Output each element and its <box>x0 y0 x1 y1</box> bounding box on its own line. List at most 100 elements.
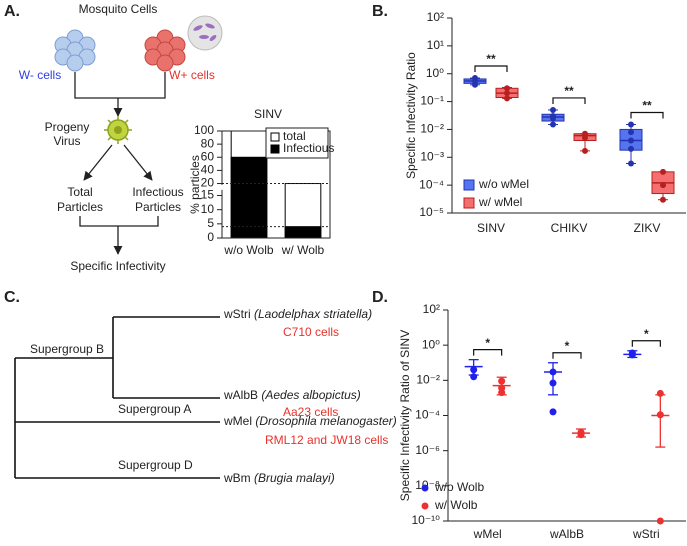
data-point <box>660 196 666 203</box>
bar <box>284 226 322 239</box>
data-point <box>660 168 666 175</box>
strain-label: wAlbB (Aedes albopictus) <box>223 388 361 402</box>
data-point <box>504 95 510 102</box>
strain-name: wMel <box>223 414 252 428</box>
specific-infectivity-label: Specific Infectivity <box>70 259 165 273</box>
y-tick-label: 10⁻⁶ <box>415 443 440 457</box>
y-tick-label: 10⁻¹ <box>420 94 444 108</box>
y-tick-label: 40 <box>201 163 215 177</box>
data-point <box>628 145 634 152</box>
data-point <box>582 147 588 154</box>
significance-label: * <box>485 336 490 350</box>
legend-label: w/o Wolb <box>434 480 484 494</box>
y-tick-label: 15 <box>201 188 215 202</box>
panel-label: D. <box>372 289 388 306</box>
significance-label: ** <box>486 52 496 66</box>
progeny-virus-label: Virus <box>53 134 80 148</box>
significance-label: * <box>644 327 649 341</box>
x-tick-label: CHIKV <box>551 221 588 235</box>
x-tick-label: wAlbB <box>549 527 584 541</box>
w-minus-cells-icon <box>54 29 96 72</box>
significance-bracket <box>473 349 503 356</box>
legend-label: total <box>283 129 306 143</box>
total-particles-label: Particles <box>57 200 103 214</box>
data-point <box>472 75 478 82</box>
x-tick-label: ZIKV <box>634 221 661 235</box>
tree-branches <box>14 316 220 479</box>
legend-swatch <box>270 144 280 154</box>
w-minus-label: W- cells <box>19 68 61 82</box>
significance-bracket <box>630 111 664 119</box>
x-tick-label: wMel <box>473 527 502 541</box>
cell-line-label: C710 cells <box>283 325 339 339</box>
y-tick-label: 10⁻⁵ <box>419 205 444 219</box>
strain-host: (Laodelphax striatella) <box>254 307 372 321</box>
y-tick-label: 10⁻¹⁰ <box>412 513 441 527</box>
y-tick-label: 5 <box>207 216 214 230</box>
y-tick-label: 10 <box>201 202 215 216</box>
bar <box>230 156 268 239</box>
progeny-virus-label: Progeny <box>45 120 90 134</box>
y-axis-label: % particles <box>188 155 202 214</box>
strain-host: (Drosophila melanogaster) <box>255 414 396 428</box>
w-plus-label: W+ cells <box>169 68 215 82</box>
significance-bracket <box>474 65 508 73</box>
workflow-diagram: Mosquito Cells W- cells W+ cells Progeny… <box>19 2 223 273</box>
x-tick-label: w/o Wolb <box>223 243 273 257</box>
legend-swatch <box>421 502 429 510</box>
y-tick-label: 20 <box>201 176 215 190</box>
legend-swatch <box>463 179 475 191</box>
significance-bracket <box>552 97 586 104</box>
data-point <box>504 85 510 92</box>
cell-line-label: RML12 and JW18 cells <box>265 433 388 447</box>
legend-swatch <box>463 197 475 209</box>
data-point <box>628 121 634 128</box>
w-plus-cells-icon <box>144 29 186 72</box>
virus-icon <box>104 116 132 144</box>
legend-swatch <box>270 132 280 142</box>
y-tick-label: 10⁻⁴ <box>415 408 440 422</box>
strain-name: wAlbB <box>223 388 258 402</box>
legend-label: w/o wMel <box>478 177 529 191</box>
data-point <box>550 106 556 113</box>
x-tick-label: SINV <box>477 221 505 235</box>
wolbachia-icon <box>187 15 223 51</box>
legend-label: w/ wMel <box>478 195 522 209</box>
y-tick-label: 10⁰ <box>422 337 440 351</box>
y-axis-label: Specific Infectivity Ratio of SINV <box>398 330 412 501</box>
panel-label: A. <box>4 3 20 20</box>
chart-title: SINV <box>254 107 282 121</box>
y-tick-label: 10² <box>423 302 440 316</box>
strain-host: (Brugia malayi) <box>254 471 335 485</box>
significance-label: ** <box>642 99 652 113</box>
strain-host: (Aedes albopictus) <box>261 388 360 402</box>
data-point <box>549 408 557 416</box>
y-tick-label: 60 <box>201 149 215 163</box>
y-tick-label: 10⁻⁸ <box>415 478 440 492</box>
y-tick-label: 10⁻³ <box>420 149 444 163</box>
y-tick-label: 80 <box>201 136 215 150</box>
arrow <box>83 144 113 181</box>
connector <box>79 216 159 227</box>
arrow <box>123 144 153 181</box>
data-point <box>550 121 556 128</box>
supergroup-label: Supergroup B <box>30 342 104 356</box>
strain-label: wStri (Laodelphax striatella) <box>223 307 372 321</box>
panel-label: C. <box>4 289 20 306</box>
supergroup-label: Supergroup D <box>118 458 193 472</box>
y-tick-label: 10¹ <box>427 38 444 52</box>
significance-label: * <box>565 339 570 353</box>
y-tick-label: 100 <box>194 123 214 137</box>
significance-label: ** <box>564 84 574 98</box>
y-tick-label: 10⁻⁴ <box>419 177 444 191</box>
y-tick-label: 10² <box>427 10 444 24</box>
y-tick-label: 10⁰ <box>426 66 444 80</box>
legend-label: w/ Wolb <box>434 498 478 512</box>
data-point <box>628 129 634 136</box>
axis-frame <box>221 130 331 239</box>
strain-label: wBm (Brugia malayi) <box>223 471 335 485</box>
significance-bracket <box>631 340 661 347</box>
data-point <box>628 137 634 144</box>
connector <box>74 72 166 99</box>
